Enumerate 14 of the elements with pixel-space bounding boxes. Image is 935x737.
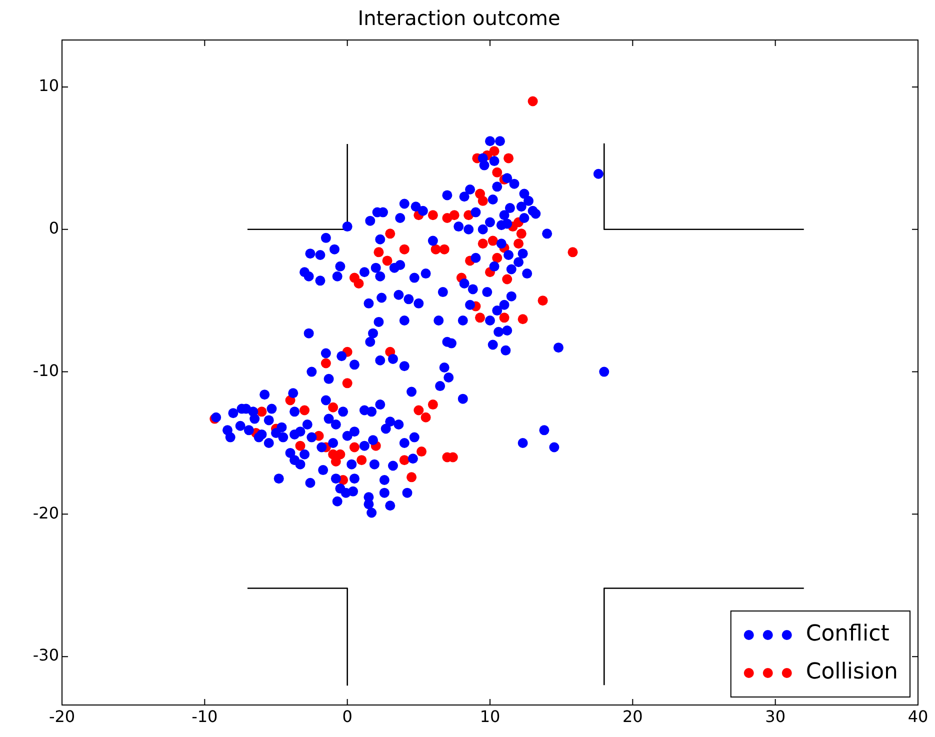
y-tick-label: -10: [32, 360, 59, 380]
y-tick-label: 10: [38, 76, 59, 96]
x-tick-label: 10: [480, 706, 500, 726]
x-tick-label: 30: [765, 706, 786, 726]
legend-label: Conflict: [806, 622, 890, 647]
x-tick-label: 20: [622, 706, 643, 726]
y-tick-label: -20: [32, 503, 59, 522]
legend-label: Collision: [806, 660, 898, 685]
x-tick-label: 40: [908, 706, 928, 726]
chart-title: Interaction outcome: [358, 6, 560, 30]
x-tick-label: -10: [192, 706, 218, 726]
x-tick-label: 0: [342, 706, 352, 726]
y-tick-label: 0: [48, 218, 59, 238]
y-tick-label: -30: [32, 646, 59, 665]
